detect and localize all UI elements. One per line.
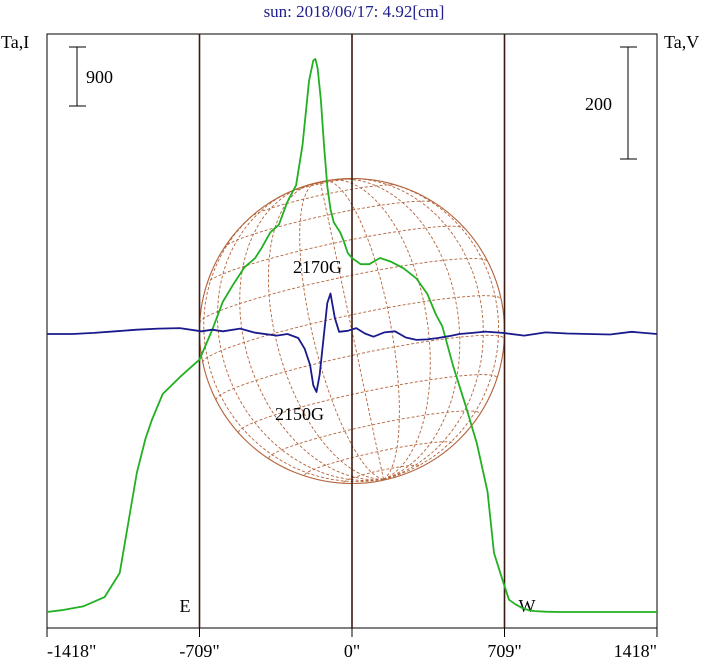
disk-longitude-line <box>320 178 499 480</box>
disk-longitude-line <box>267 182 384 480</box>
x-tick-label: 0" <box>344 641 360 661</box>
disk-longitude-line <box>320 180 400 480</box>
disk-latitude-line <box>268 410 481 459</box>
x-tick-label: -709" <box>179 641 219 661</box>
x-tick-label: -1418" <box>47 641 96 661</box>
right-axis-label: Ta,V <box>664 32 700 52</box>
disk-longitude-line <box>299 182 384 480</box>
series-line-v <box>47 292 658 393</box>
disk-longitude-line <box>239 182 384 481</box>
limb-label-w: W <box>519 596 536 616</box>
disk-longitude-line <box>320 178 461 480</box>
annotation-2150g: 2150G <box>275 404 324 424</box>
scale-bar-left-label: 900 <box>86 67 113 87</box>
disk-longitude-line <box>320 179 431 480</box>
x-tick-label: 1418" <box>614 641 657 661</box>
series-line-i <box>46 58 657 613</box>
x-tick-label: 709" <box>487 641 521 661</box>
disk-longitude-line <box>320 178 484 480</box>
disk-longitude-line <box>217 182 384 481</box>
chart-title: sun: 2018/06/17: 4.92[cm] <box>263 2 445 21</box>
disk-longitude-line <box>319 181 384 480</box>
scale-bar-right-label: 200 <box>585 94 612 114</box>
limb-label-e: E <box>180 596 191 616</box>
left-axis-label: Ta,I <box>1 32 30 52</box>
disk-longitude-line <box>203 182 384 483</box>
annotation-2170g: 2170G <box>293 257 342 277</box>
